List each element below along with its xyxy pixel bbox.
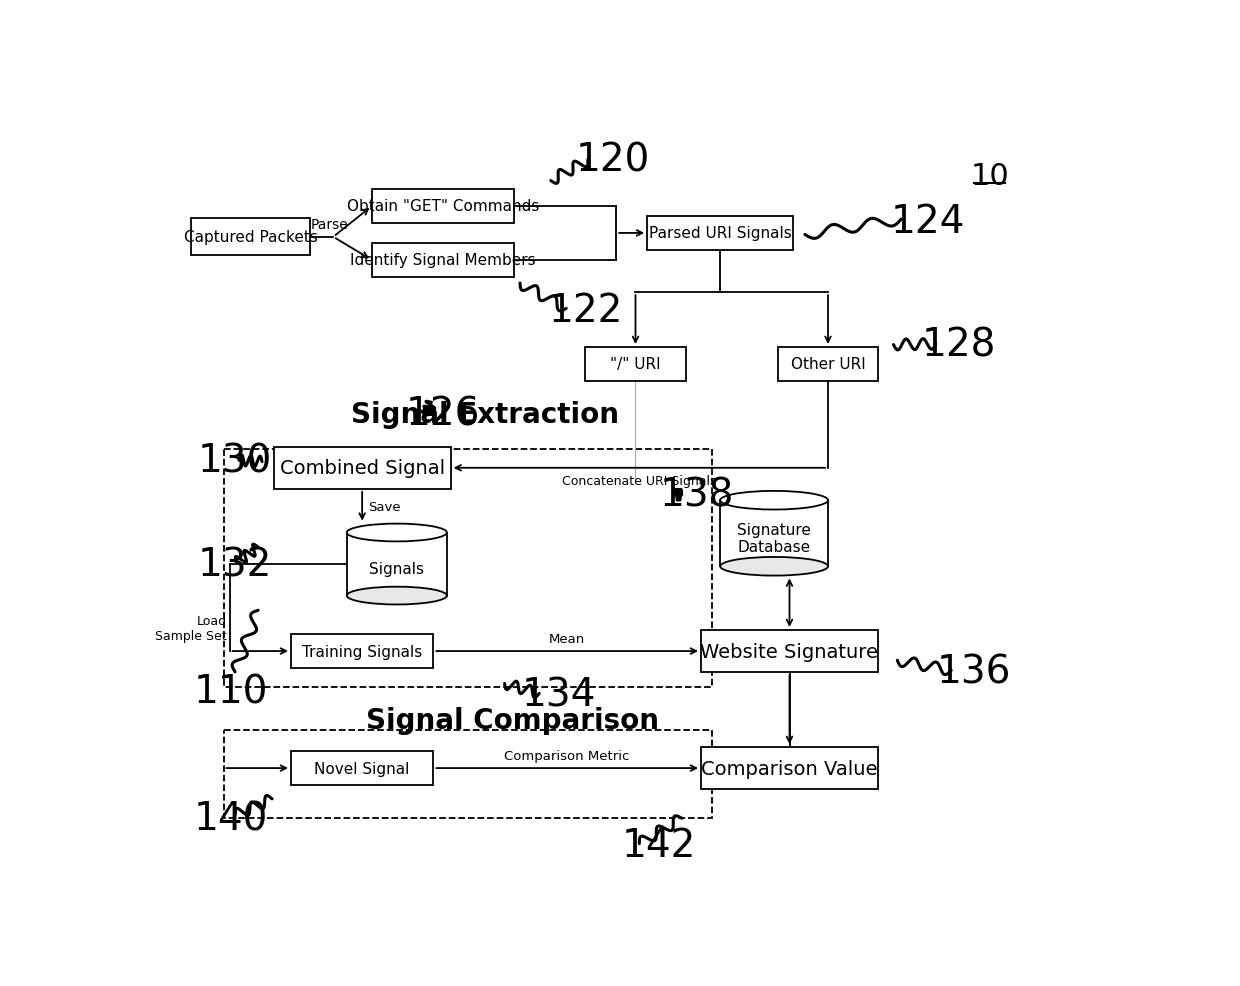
Text: 142: 142: [621, 826, 696, 864]
Text: 122: 122: [548, 292, 622, 329]
Bar: [191, 219, 310, 256]
Bar: [223, 449, 713, 687]
Text: Load
Sample Set: Load Sample Set: [155, 614, 227, 642]
Text: 134: 134: [521, 676, 595, 714]
Ellipse shape: [347, 525, 446, 542]
Text: Website Signature: Website Signature: [701, 642, 878, 661]
Text: Training Signals: Training Signals: [303, 644, 423, 659]
Text: 136: 136: [937, 653, 1012, 691]
Bar: [701, 747, 878, 790]
Text: Comparison Value: Comparison Value: [702, 759, 878, 778]
Text: 138: 138: [660, 476, 734, 515]
Ellipse shape: [720, 491, 828, 510]
Bar: [777, 347, 878, 382]
Bar: [647, 217, 794, 250]
Text: Combined Signal: Combined Signal: [279, 458, 445, 478]
Text: 110: 110: [193, 672, 269, 710]
Bar: [223, 730, 713, 818]
Text: Save: Save: [368, 500, 401, 514]
Text: 120: 120: [575, 142, 650, 179]
Text: 140: 140: [195, 800, 268, 837]
Text: 10: 10: [971, 162, 1009, 190]
Text: 126: 126: [405, 395, 480, 434]
Bar: [347, 533, 446, 596]
Text: "/" URI: "/" URI: [610, 357, 661, 372]
Bar: [291, 634, 433, 669]
Text: Concatenate URI Signals: Concatenate URI Signals: [562, 474, 717, 487]
Text: Obtain "GET" Commands: Obtain "GET" Commands: [347, 199, 539, 214]
Text: Signal Extraction: Signal Extraction: [351, 400, 619, 429]
Text: 132: 132: [198, 545, 273, 584]
Ellipse shape: [347, 587, 446, 604]
Bar: [720, 501, 828, 567]
Text: Captured Packets: Captured Packets: [184, 230, 317, 246]
Text: Comparison Metric: Comparison Metric: [505, 749, 630, 762]
Text: 130: 130: [198, 442, 273, 479]
Bar: [274, 448, 450, 489]
Text: Parsed URI Signals: Parsed URI Signals: [649, 226, 791, 242]
Bar: [372, 190, 515, 224]
Bar: [585, 347, 686, 382]
Text: Mean: Mean: [549, 632, 585, 645]
Text: 124: 124: [890, 203, 965, 242]
Text: Signature
Database: Signature Database: [737, 523, 811, 554]
Bar: [291, 751, 433, 785]
Bar: [372, 244, 515, 277]
Text: Signals: Signals: [370, 561, 424, 577]
Text: Other URI: Other URI: [791, 357, 866, 372]
Bar: [701, 630, 878, 672]
Text: Parse: Parse: [310, 217, 348, 232]
Ellipse shape: [720, 557, 828, 576]
Text: 128: 128: [921, 326, 996, 364]
Text: Signal Comparison: Signal Comparison: [366, 707, 658, 735]
Text: Novel Signal: Novel Signal: [315, 761, 410, 776]
Text: Identify Signal Members: Identify Signal Members: [350, 253, 536, 268]
